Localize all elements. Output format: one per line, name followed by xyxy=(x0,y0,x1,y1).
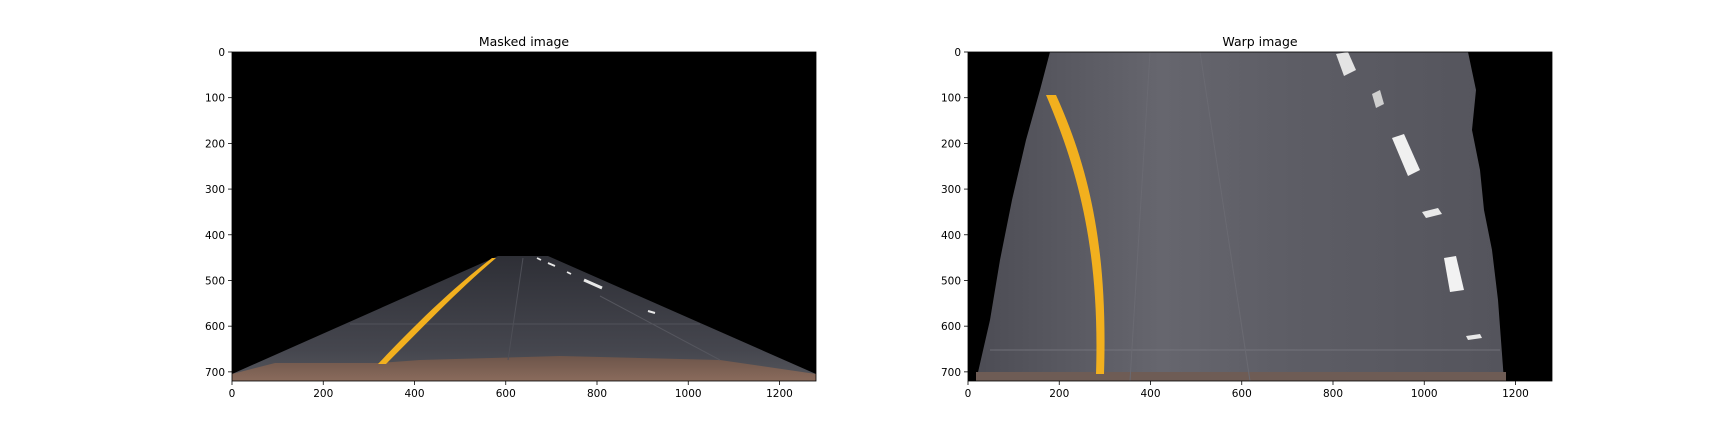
y-tick-label: 200 xyxy=(205,138,225,150)
right-lane-seam xyxy=(599,295,721,361)
white-lane-dash xyxy=(536,257,542,261)
panel-title: Warp image xyxy=(1222,34,1298,49)
x-tick-label: 200 xyxy=(1049,388,1069,400)
white-lane-dash xyxy=(566,271,572,275)
center-seam xyxy=(507,257,524,361)
white-lane-dash xyxy=(647,310,656,314)
axes-frame xyxy=(967,51,1553,382)
warped-road-surface xyxy=(976,52,1504,381)
y-tick-label: 300 xyxy=(205,184,225,196)
warped-white-lane-dash xyxy=(1444,256,1464,292)
warped-white-lane-dash xyxy=(1422,208,1442,218)
road-surface xyxy=(232,256,816,381)
warped-white-lane-dash xyxy=(1336,52,1356,76)
x-tick-label: 200 xyxy=(313,388,333,400)
x-tick-label: 800 xyxy=(587,388,607,400)
x-tick-label: 0 xyxy=(965,388,972,400)
warped-white-lane-dash xyxy=(1392,134,1420,176)
y-tick-label: 400 xyxy=(941,230,961,242)
y-tick-label: 500 xyxy=(205,275,225,287)
white-lane-dash xyxy=(583,278,603,290)
y-tick-label: 700 xyxy=(205,367,225,379)
axes-ticks: 0 200 400 600 800 1000 1200 0 100 200 300 400 500 600… xyxy=(205,47,793,400)
warped-yellow-lane-line xyxy=(1046,95,1105,374)
y-tick-label: 600 xyxy=(205,321,225,333)
y-tick-label: 100 xyxy=(941,93,961,105)
y-tick-label: 700 xyxy=(941,367,961,379)
x-tick-label: 400 xyxy=(404,388,424,400)
x-tick-label: 600 xyxy=(1232,388,1252,400)
y-tick-label: 0 xyxy=(954,47,961,59)
warp-image-panel: Warp image 0 200 400 600 800 1000 1200 0 100 200 3… xyxy=(941,34,1553,400)
warped-texture-streak xyxy=(1199,52,1251,381)
white-lane-dash xyxy=(547,262,556,267)
x-tick-label: 1000 xyxy=(675,388,702,400)
warped-texture-streak xyxy=(1129,52,1151,381)
y-tick-label: 200 xyxy=(941,138,961,150)
warped-road-image xyxy=(968,52,1552,381)
yellow-lane-line xyxy=(378,258,496,364)
x-tick-label: 800 xyxy=(1323,388,1343,400)
y-tick-label: 0 xyxy=(218,47,225,59)
masked-image-panel: Masked image 0 200 400 600 800 1000 1200 0 100 20… xyxy=(205,34,817,400)
x-tick-label: 0 xyxy=(229,388,236,400)
y-tick-label: 500 xyxy=(941,275,961,287)
axes-frame xyxy=(231,51,817,382)
panel-title: Masked image xyxy=(479,34,570,49)
y-tick-label: 600 xyxy=(941,321,961,333)
x-tick-label: 600 xyxy=(496,388,516,400)
x-tick-label: 1200 xyxy=(1502,388,1529,400)
warped-white-lane-dash xyxy=(1466,334,1482,340)
x-tick-label: 1200 xyxy=(766,388,793,400)
warped-white-lane-dash xyxy=(1372,90,1384,108)
y-tick-label: 400 xyxy=(205,230,225,242)
y-tick-label: 100 xyxy=(205,93,225,105)
x-tick-label: 400 xyxy=(1140,388,1160,400)
axes-ticks: 0 200 400 600 800 1000 1200 0 100 200 300 400 500 600… xyxy=(941,47,1529,400)
x-tick-label: 1000 xyxy=(1411,388,1438,400)
warped-road-edge xyxy=(976,372,1506,381)
y-tick-label: 300 xyxy=(941,184,961,196)
roadside-dirt xyxy=(232,356,816,381)
masked-road-image xyxy=(232,52,816,381)
